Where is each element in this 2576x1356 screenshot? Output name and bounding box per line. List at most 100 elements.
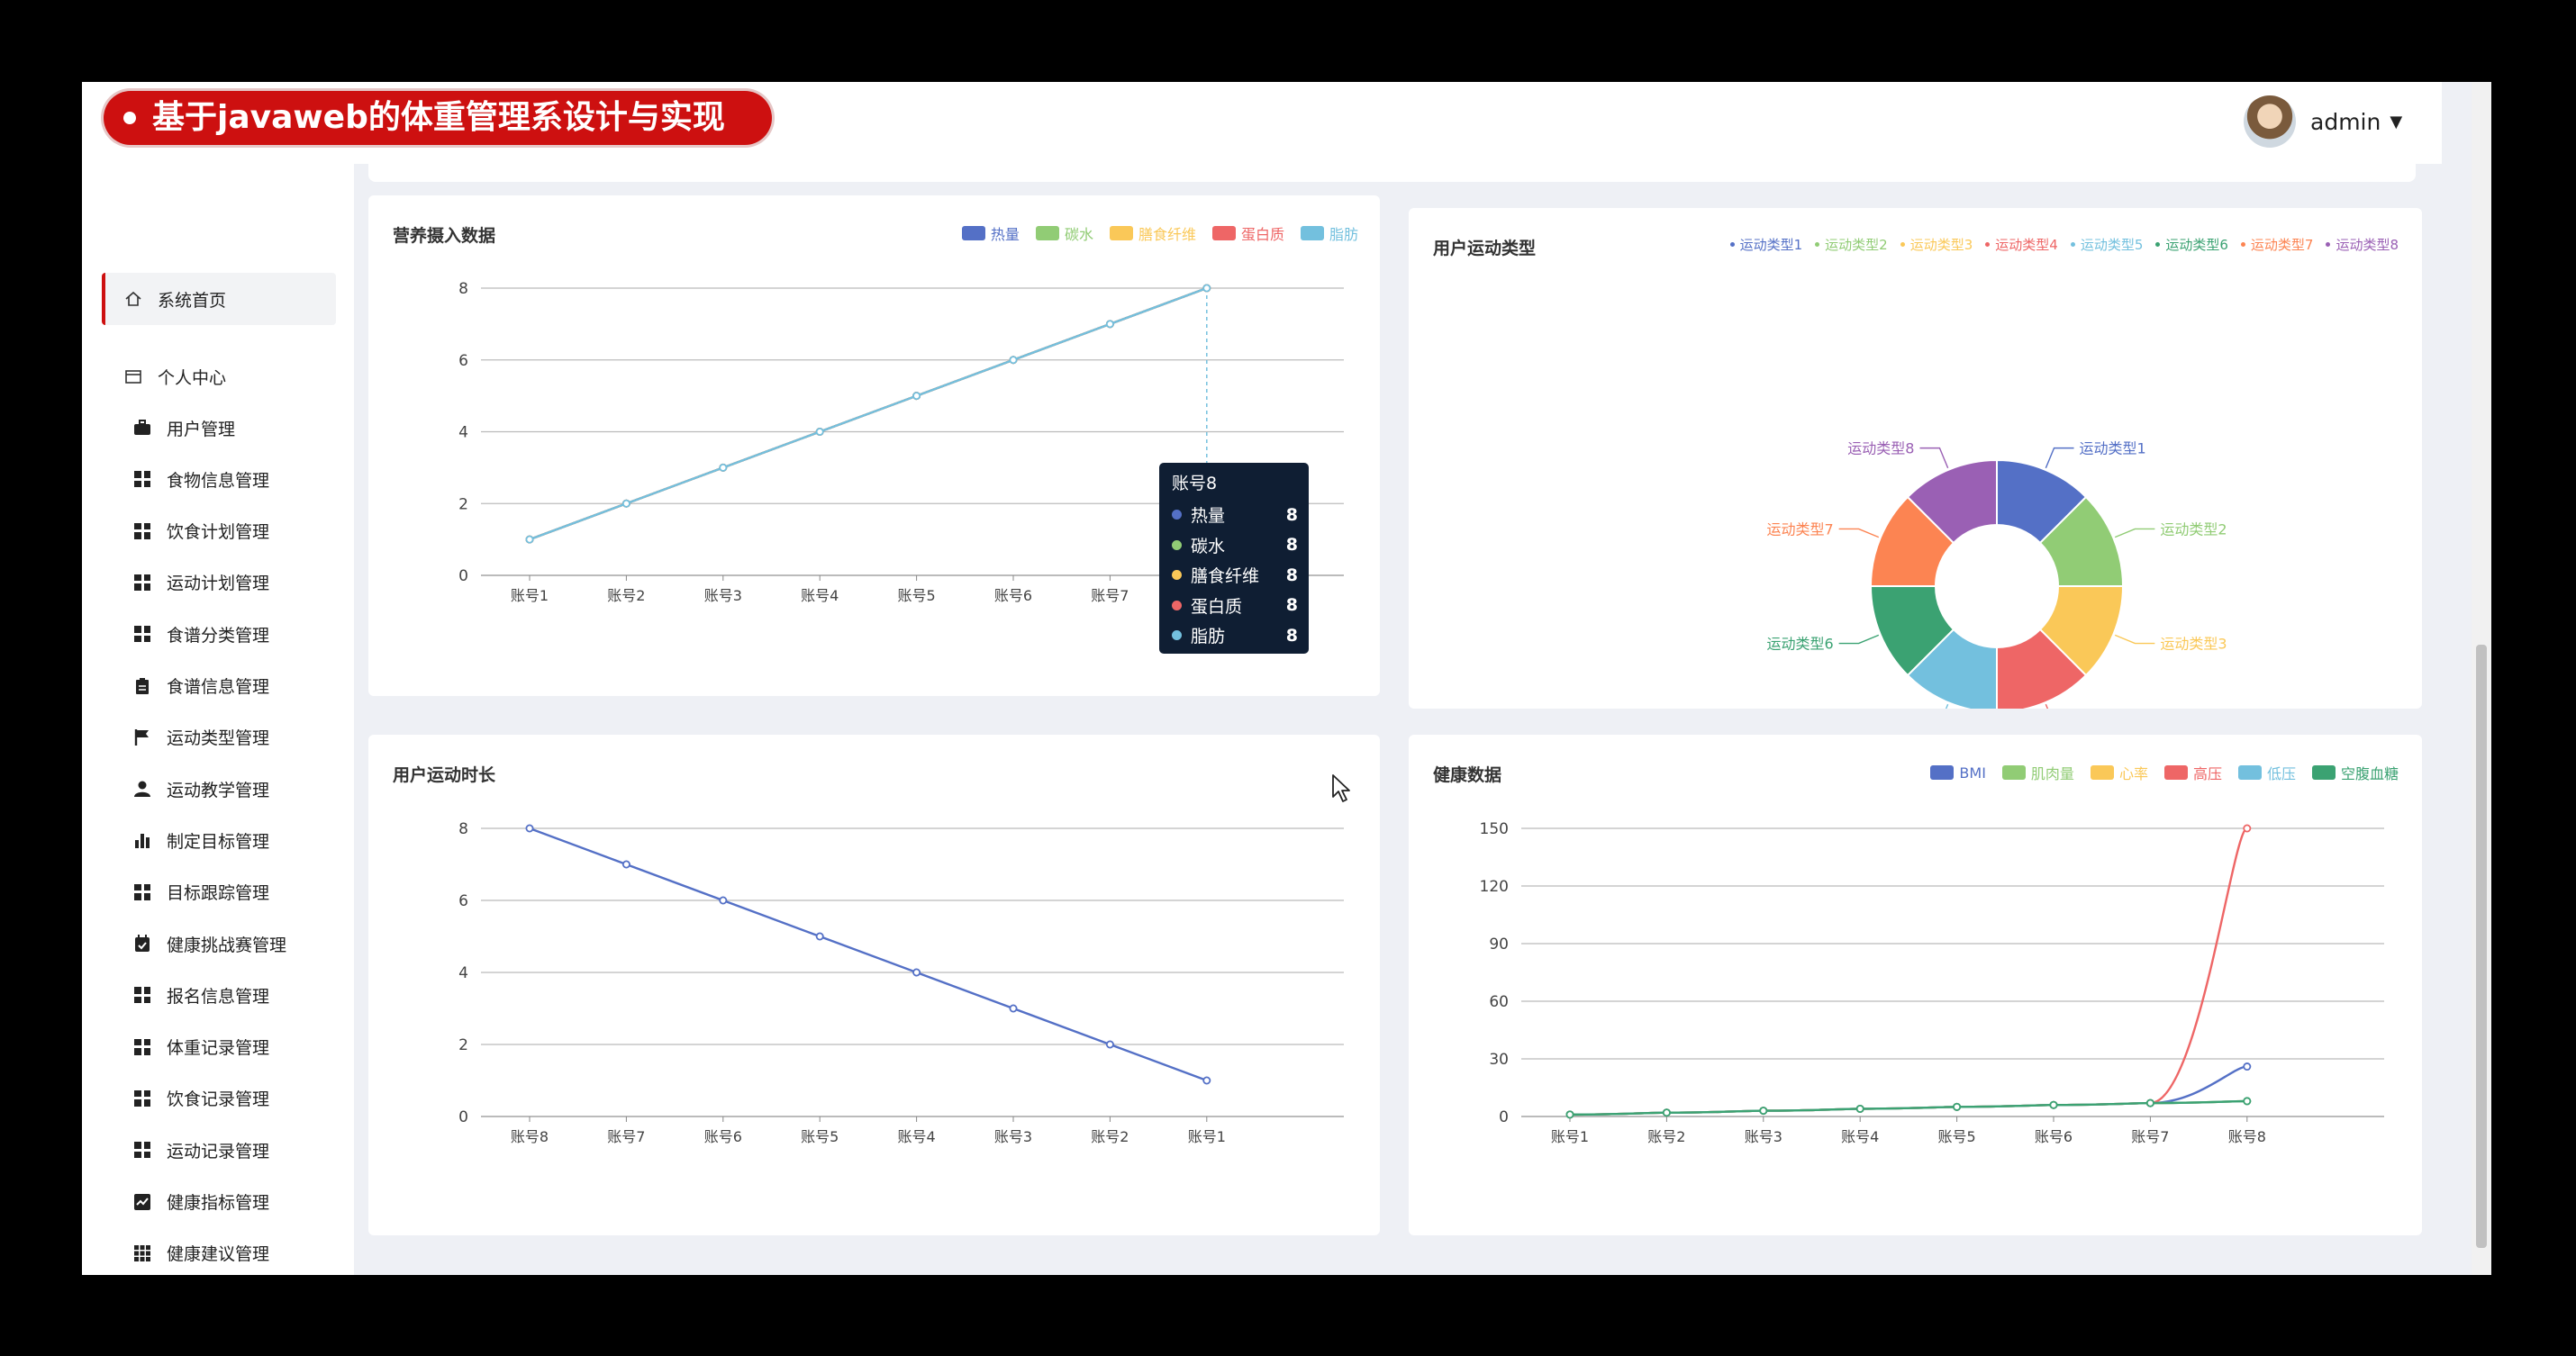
legend-label: 运动类型4 (1995, 237, 2058, 253)
legend-item[interactable]: 低压 (2237, 762, 2296, 783)
sidebar-item-8[interactable]: 运动教学管理 (132, 771, 269, 807)
tooltip-series-value: 8 (1285, 625, 1298, 646)
legend-item[interactable]: 膳食纤维 (1109, 222, 1196, 244)
tooltip-row: 热量 8 (1172, 502, 1298, 527)
x-tick-label: 账号5 (898, 587, 936, 604)
sidebar-item-17[interactable]: 健康建议管理 (132, 1235, 269, 1271)
legend-label: 膳食纤维 (1138, 226, 1196, 243)
sidebar-item-13[interactable]: 体重记录管理 (132, 1029, 269, 1065)
legend-item[interactable]: 碳水 (1035, 222, 1093, 244)
sidebar-item-home[interactable]: 系统首页 (123, 281, 226, 317)
legend-swatch (2001, 765, 2026, 780)
label-line (1945, 703, 1949, 709)
legend-item[interactable]: 运动类型7 (2240, 235, 2313, 254)
sidebar-item-14[interactable]: 饮食记录管理 (132, 1080, 269, 1116)
app-title-badge: 基于javaweb的体重管理系设计与实现 (104, 91, 772, 145)
sidebar-item-12[interactable]: 报名信息管理 (132, 977, 269, 1013)
sidebar-item-15[interactable]: 运动记录管理 (132, 1132, 269, 1168)
grid-icon (132, 1037, 152, 1057)
legend-item[interactable]: 运动类型5 (2070, 235, 2143, 254)
tooltip-row: 蛋白质 8 (1172, 593, 1298, 618)
tooltip-row: 膳食纤维 8 (1172, 563, 1298, 587)
chart-legend: 运动类型1 运动类型2 运动类型3 运动类型4 运动类型5 运动类型6 运动类型7 运动类型8 (1729, 235, 2399, 254)
legend-item[interactable]: BMI (1930, 764, 1986, 782)
legend-item[interactable]: 蛋白质 (1211, 222, 1284, 244)
sidebar-item-11[interactable]: 健康挑战赛管理 (132, 926, 286, 962)
y-tick-label: 4 (458, 964, 468, 982)
tooltip-row: 脂肪 8 (1172, 623, 1298, 647)
data-point (525, 535, 534, 544)
x-tick-label: 账号8 (2228, 1128, 2266, 1145)
legend-item[interactable]: 高压 (2163, 762, 2222, 783)
bar-chart-icon (132, 830, 152, 850)
data-point (815, 427, 824, 436)
data-point (525, 824, 534, 833)
y-tick-label: 0 (458, 567, 468, 585)
sidebar-item-9[interactable]: 制定目标管理 (132, 822, 269, 858)
tooltip-series-value: 8 (1285, 535, 1298, 555)
y-tick-label: 0 (1499, 1108, 1509, 1126)
grid9-icon (132, 1243, 152, 1263)
tooltip-title: 账号8 (1172, 474, 1218, 493)
x-tick-label: 账号4 (898, 1128, 936, 1145)
legend-item[interactable]: 运动类型6 (2155, 235, 2228, 254)
x-tick-label: 账号5 (801, 1128, 839, 1145)
legend-item[interactable]: 运动类型3 (1900, 235, 1973, 254)
sidebar-item-6[interactable]: 食谱信息管理 (132, 668, 269, 704)
legend-item[interactable]: 肌肉量 (2001, 762, 2074, 783)
sidebar-item-label: 健康建议管理 (167, 1244, 270, 1265)
panel-exercise-type: 用户运动类型 运动类型1 运动类型2 运动类型3 运动类型4 运动类型5 运动类型6 运动类… (1409, 208, 2422, 709)
grid-icon (132, 985, 152, 1005)
legend-item[interactable]: 运动类型2 (1815, 235, 1888, 254)
scrollbar-thumb[interactable] (2476, 645, 2487, 1248)
legend-item[interactable]: 热量 (961, 222, 1020, 244)
data-point (2243, 824, 2252, 833)
sidebar-item-3[interactable]: 饮食计划管理 (132, 513, 269, 549)
sidebar-item-5[interactable]: 食谱分类管理 (132, 616, 269, 652)
x-tick-label: 账号4 (801, 587, 839, 604)
grid-icon (132, 624, 152, 644)
pie-label: 运动类型1 (2080, 440, 2146, 457)
legend-item[interactable]: 空腹血糖 (2311, 762, 2399, 783)
chart-legend: BMI 肌肉量 心率 高压 低压 空腹血糖 (1930, 762, 2399, 783)
data-point (1953, 1102, 1962, 1111)
sidebar-item-16[interactable]: 健康指标管理 (132, 1184, 269, 1220)
sidebar-item-label: 饮食记录管理 (167, 1089, 270, 1110)
nutrition-line-chart: 0 2 4 6 8 账号1 账号2 账号3 账号4 账号5 账号6 账号7 账号8 (458, 280, 1344, 604)
y-tick-label: 120 (1480, 878, 1509, 896)
tooltip-series-value: 8 (1285, 595, 1298, 615)
legend-item[interactable]: 脂肪 (1300, 222, 1358, 244)
data-point (621, 860, 630, 869)
legend-swatch (2163, 765, 2188, 780)
top-panel-edge (368, 164, 2416, 182)
x-tick-label: 账号1 (511, 587, 549, 604)
legend-label: 运动类型2 (1825, 237, 1888, 253)
legend-label: 碳水 (1064, 226, 1093, 243)
x-tick-label: 账号4 (1841, 1128, 1879, 1145)
avatar[interactable] (2244, 95, 2296, 148)
legend-item[interactable]: 运动类型8 (2326, 235, 2399, 254)
sidebar-item-10[interactable]: 目标跟踪管理 (132, 874, 269, 910)
page-scrollbar[interactable] (2472, 82, 2491, 1275)
username[interactable]: admin (2310, 108, 2381, 135)
sidebar-item-7[interactable]: 运动类型管理 (132, 719, 269, 755)
legend-item[interactable]: 运动类型4 (1985, 235, 2058, 254)
data-point (1105, 320, 1114, 329)
sidebar-item-1[interactable]: 用户管理 (132, 410, 235, 446)
sidebar-item-label: 食谱分类管理 (167, 625, 270, 646)
sidebar-item-label: 系统首页 (158, 290, 227, 311)
sidebar-item-2[interactable]: 食物信息管理 (132, 461, 269, 497)
sidebar-item-4[interactable]: 运动计划管理 (132, 565, 269, 601)
pie-label: 运动类型6 (1766, 636, 1833, 653)
legend-item[interactable]: 运动类型1 (1729, 235, 1802, 254)
caret-down-icon[interactable]: ▼ (2390, 112, 2403, 131)
x-tick-label: 账号7 (2131, 1128, 2169, 1145)
sidebar-item-personal-center[interactable]: 个人中心 (123, 358, 226, 394)
user-menu[interactable]: admin ▼ (2244, 95, 2402, 149)
legend-item[interactable]: 心率 (2090, 762, 2148, 783)
x-tick-label: 账号8 (511, 1128, 549, 1145)
legend-swatch (2070, 242, 2075, 247)
series-line (1569, 1099, 2247, 1116)
grid-icon (132, 1140, 152, 1160)
app-window: 基于javaweb的体重管理系设计与实现 admin ▼ 系统首页 个人中心 用… (82, 82, 2491, 1275)
